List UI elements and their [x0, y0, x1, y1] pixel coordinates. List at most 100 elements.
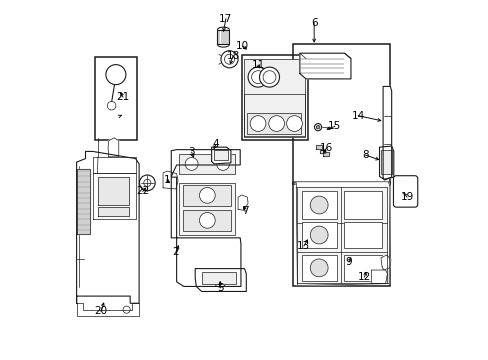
- Polygon shape: [211, 147, 230, 164]
- Polygon shape: [171, 177, 241, 287]
- Polygon shape: [380, 255, 390, 270]
- Text: 7: 7: [242, 206, 248, 216]
- Text: 22: 22: [136, 186, 149, 197]
- Circle shape: [314, 123, 321, 131]
- Circle shape: [250, 116, 265, 131]
- Polygon shape: [319, 150, 325, 153]
- Circle shape: [407, 194, 409, 197]
- Polygon shape: [299, 53, 350, 79]
- Text: 3: 3: [188, 147, 195, 157]
- Circle shape: [309, 259, 327, 277]
- Text: 6: 6: [310, 18, 317, 28]
- Bar: [95, 57, 137, 140]
- Bar: [247, 113, 300, 134]
- Text: 13: 13: [297, 241, 310, 251]
- Bar: [380, 150, 391, 174]
- Bar: [179, 154, 234, 174]
- Bar: [301, 191, 336, 219]
- Polygon shape: [370, 270, 386, 284]
- Bar: [214, 150, 228, 160]
- Circle shape: [407, 197, 409, 200]
- Circle shape: [251, 71, 264, 84]
- Circle shape: [398, 194, 401, 197]
- FancyBboxPatch shape: [393, 176, 417, 207]
- Polygon shape: [217, 30, 229, 44]
- Polygon shape: [297, 187, 386, 283]
- Text: 15: 15: [327, 121, 341, 131]
- Text: 21: 21: [116, 92, 129, 102]
- Polygon shape: [77, 303, 139, 316]
- Polygon shape: [315, 145, 321, 149]
- Circle shape: [398, 186, 401, 189]
- Bar: [292, 182, 389, 287]
- Text: 12: 12: [357, 272, 370, 282]
- Polygon shape: [171, 150, 240, 176]
- Circle shape: [402, 194, 405, 197]
- Bar: [343, 255, 382, 281]
- Polygon shape: [108, 138, 119, 157]
- Circle shape: [185, 157, 198, 170]
- Circle shape: [398, 197, 401, 200]
- Circle shape: [398, 190, 401, 193]
- Polygon shape: [98, 177, 129, 205]
- Circle shape: [247, 67, 267, 87]
- Bar: [201, 272, 235, 284]
- Text: 11: 11: [251, 60, 264, 70]
- Circle shape: [407, 190, 409, 193]
- Circle shape: [402, 197, 405, 200]
- Circle shape: [259, 67, 279, 87]
- Bar: [179, 183, 234, 235]
- Circle shape: [309, 226, 327, 244]
- Circle shape: [224, 54, 234, 64]
- Text: 10: 10: [236, 41, 249, 51]
- Text: 8: 8: [361, 150, 368, 160]
- Circle shape: [398, 199, 401, 202]
- Polygon shape: [93, 157, 135, 173]
- Circle shape: [402, 199, 405, 202]
- Bar: [343, 222, 382, 248]
- Polygon shape: [294, 182, 389, 285]
- Circle shape: [402, 190, 405, 193]
- Text: 19: 19: [400, 192, 413, 202]
- Circle shape: [407, 199, 409, 202]
- Circle shape: [402, 186, 405, 189]
- Bar: [244, 59, 304, 137]
- Text: 18: 18: [226, 51, 239, 61]
- Polygon shape: [195, 269, 246, 292]
- Text: 17: 17: [219, 14, 232, 23]
- Text: 4: 4: [212, 139, 219, 149]
- Text: 2: 2: [172, 247, 179, 257]
- Text: 5: 5: [217, 283, 223, 293]
- Circle shape: [268, 116, 284, 131]
- Polygon shape: [382, 86, 391, 180]
- Circle shape: [106, 64, 125, 85]
- Circle shape: [286, 116, 302, 131]
- Polygon shape: [238, 195, 247, 210]
- Circle shape: [316, 125, 319, 129]
- Circle shape: [107, 102, 116, 110]
- Bar: [292, 44, 389, 184]
- Polygon shape: [379, 146, 393, 179]
- Bar: [343, 191, 382, 219]
- Circle shape: [143, 179, 151, 186]
- Text: 1: 1: [163, 175, 170, 185]
- Text: 16: 16: [319, 143, 333, 153]
- Bar: [183, 185, 231, 206]
- Circle shape: [221, 51, 238, 68]
- Bar: [183, 210, 231, 231]
- Circle shape: [216, 157, 229, 170]
- Circle shape: [199, 212, 215, 228]
- Text: 20: 20: [94, 306, 107, 316]
- Polygon shape: [77, 152, 139, 303]
- Polygon shape: [323, 153, 328, 156]
- Circle shape: [199, 188, 215, 203]
- Circle shape: [309, 196, 327, 214]
- Circle shape: [213, 274, 226, 287]
- Bar: [301, 222, 336, 248]
- Polygon shape: [98, 207, 129, 216]
- Bar: [241, 55, 307, 140]
- Circle shape: [263, 71, 275, 84]
- Circle shape: [407, 186, 409, 189]
- Polygon shape: [163, 171, 178, 189]
- Circle shape: [139, 175, 155, 191]
